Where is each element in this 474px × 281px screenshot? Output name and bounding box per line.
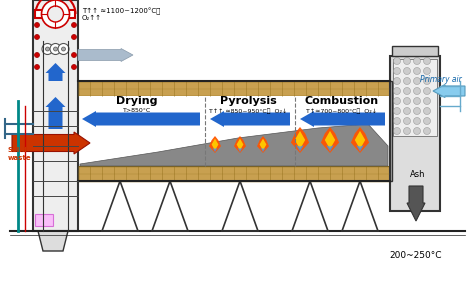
FancyArrow shape — [407, 186, 425, 221]
Circle shape — [413, 117, 420, 124]
Text: T↑≈700~800°C；  O₂↓: T↑≈700~800°C； O₂↓ — [307, 108, 377, 114]
Circle shape — [72, 65, 76, 69]
Polygon shape — [211, 139, 219, 150]
Circle shape — [42, 0, 70, 28]
Bar — [390, 81, 392, 181]
Circle shape — [393, 108, 401, 114]
Polygon shape — [260, 139, 266, 150]
Circle shape — [413, 98, 420, 105]
Circle shape — [393, 117, 401, 124]
Text: O₂↑↑: O₂↑↑ — [82, 15, 102, 21]
Text: 200~250°C: 200~250°C — [390, 251, 442, 260]
Circle shape — [413, 87, 420, 94]
FancyArrow shape — [46, 97, 65, 129]
Circle shape — [50, 44, 61, 55]
Polygon shape — [209, 136, 221, 153]
Circle shape — [413, 67, 420, 74]
Polygon shape — [237, 148, 243, 152]
Circle shape — [423, 108, 430, 114]
Circle shape — [403, 108, 410, 114]
Circle shape — [54, 47, 57, 51]
Circle shape — [72, 53, 76, 58]
Circle shape — [413, 78, 420, 85]
Circle shape — [413, 108, 420, 114]
Circle shape — [35, 65, 39, 69]
Text: Combustion: Combustion — [305, 96, 379, 106]
FancyArrow shape — [433, 85, 465, 98]
Text: Solid
waste: Solid waste — [8, 148, 32, 160]
Polygon shape — [325, 131, 335, 149]
Bar — [36, 10, 75, 18]
Circle shape — [393, 67, 401, 74]
Polygon shape — [291, 127, 309, 153]
Text: T>850°C: T>850°C — [123, 108, 151, 114]
Polygon shape — [296, 145, 304, 152]
Circle shape — [403, 128, 410, 135]
Polygon shape — [80, 124, 388, 166]
Circle shape — [413, 58, 420, 65]
Text: Pyrolysis: Pyrolysis — [219, 96, 276, 106]
Circle shape — [42, 44, 53, 55]
Polygon shape — [234, 136, 246, 153]
Circle shape — [35, 53, 39, 58]
Circle shape — [403, 58, 410, 65]
Polygon shape — [326, 145, 334, 152]
Bar — [392, 46, 438, 56]
Circle shape — [72, 35, 76, 40]
FancyArrow shape — [300, 111, 385, 127]
FancyArrow shape — [82, 111, 200, 127]
Text: Primary air: Primary air — [420, 74, 462, 83]
Circle shape — [423, 117, 430, 124]
Polygon shape — [260, 148, 265, 152]
Circle shape — [403, 87, 410, 94]
Circle shape — [403, 67, 410, 74]
Polygon shape — [355, 131, 365, 149]
Circle shape — [393, 128, 401, 135]
Text: T↑↑ ≈850~950°C；  O₂↓: T↑↑ ≈850~950°C； O₂↓ — [209, 108, 287, 114]
Circle shape — [413, 128, 420, 135]
Circle shape — [58, 44, 69, 55]
Circle shape — [47, 6, 64, 22]
FancyArrow shape — [78, 49, 133, 62]
FancyArrow shape — [210, 111, 290, 127]
Circle shape — [423, 67, 430, 74]
Circle shape — [403, 117, 410, 124]
Circle shape — [423, 128, 430, 135]
Bar — [78, 166, 390, 181]
Circle shape — [403, 78, 410, 85]
Polygon shape — [356, 145, 364, 152]
Polygon shape — [38, 231, 68, 251]
Polygon shape — [321, 127, 339, 153]
Circle shape — [423, 98, 430, 105]
Bar — [78, 96, 390, 166]
Circle shape — [35, 22, 39, 28]
FancyArrow shape — [46, 63, 65, 81]
Circle shape — [393, 87, 401, 94]
Text: Drying: Drying — [116, 96, 158, 106]
Circle shape — [46, 47, 49, 51]
Polygon shape — [212, 148, 218, 152]
Circle shape — [72, 22, 76, 28]
Bar — [393, 59, 437, 136]
Circle shape — [393, 78, 401, 85]
Circle shape — [393, 98, 401, 105]
Circle shape — [35, 35, 39, 40]
Circle shape — [423, 78, 430, 85]
Bar — [33, 0, 78, 231]
Circle shape — [423, 58, 430, 65]
Text: T↑↑ ≈1100~1200°C；: T↑↑ ≈1100~1200°C； — [82, 7, 160, 15]
Polygon shape — [351, 127, 369, 153]
Polygon shape — [295, 131, 305, 149]
Circle shape — [393, 58, 401, 65]
Bar — [390, 56, 440, 211]
Circle shape — [403, 98, 410, 105]
Polygon shape — [257, 136, 269, 153]
Polygon shape — [237, 139, 244, 150]
Bar — [35, 214, 53, 226]
FancyArrow shape — [12, 132, 90, 154]
Bar — [78, 81, 390, 96]
Circle shape — [423, 87, 430, 94]
Text: Ash: Ash — [410, 170, 426, 179]
Circle shape — [62, 47, 65, 51]
